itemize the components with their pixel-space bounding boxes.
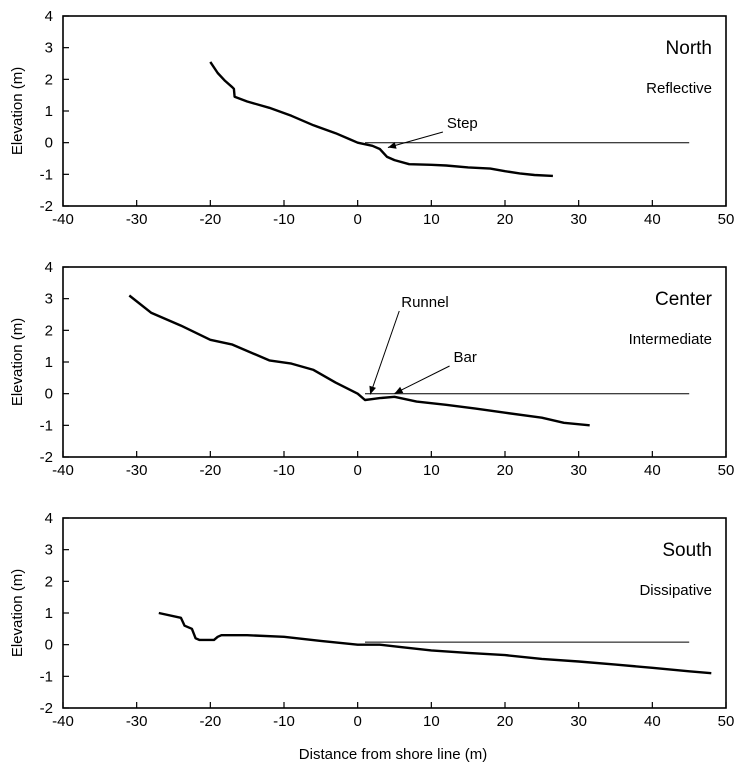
y-axis-title: Elevation (m) xyxy=(9,67,26,155)
y-tick-label: 4 xyxy=(45,510,53,527)
x-tick-label: 50 xyxy=(718,211,735,228)
annotation-arrow xyxy=(387,131,444,149)
y-tick-label: 2 xyxy=(45,71,53,88)
x-tick-label: -20 xyxy=(199,462,221,479)
y-tick-label: 0 xyxy=(45,386,53,403)
y-tick-label: 0 xyxy=(45,637,53,654)
x-tick-label: 10 xyxy=(423,713,440,730)
x-tick-label: -40 xyxy=(52,713,74,730)
x-tick-label: 30 xyxy=(570,211,587,228)
x-tick-label: 40 xyxy=(644,211,661,228)
y-tick-label: -2 xyxy=(40,700,53,717)
x-tick-label: -30 xyxy=(126,211,148,228)
plot-frame xyxy=(62,266,727,458)
y-tick-label: -1 xyxy=(40,417,53,434)
x-tick-label: 20 xyxy=(497,713,514,730)
x-tick-label: 10 xyxy=(423,211,440,228)
x-tick-label: -10 xyxy=(273,713,295,730)
panel-subtitle: Reflective xyxy=(646,80,712,97)
annotation-label: Runnel xyxy=(401,294,449,311)
north-panel: -40 -30 -20 -10 0 10 20 30 40 50-2-101234Elevatio… xyxy=(9,8,734,228)
y-tick-label: 3 xyxy=(45,542,53,559)
x-tick-label: 30 xyxy=(570,713,587,730)
x-tick-label: 20 xyxy=(497,211,514,228)
y-tick-label: 1 xyxy=(45,605,53,622)
y-axis-title: Elevation (m) xyxy=(9,569,26,657)
x-tick-label: -40 xyxy=(52,211,74,228)
annotation-arrowhead xyxy=(369,385,376,395)
x-tick-label: -40 xyxy=(52,462,74,479)
annotation-label: Step xyxy=(447,115,478,132)
x-tick-label: -30 xyxy=(126,462,148,479)
annotation-arrow xyxy=(369,310,400,395)
annotation-label: Bar xyxy=(454,349,477,366)
panel-title: South xyxy=(662,540,712,561)
y-tick-label: -2 xyxy=(40,449,53,466)
x-tick-label: -20 xyxy=(199,211,221,228)
annotation-arrowhead xyxy=(394,386,404,394)
panel-title: North xyxy=(666,38,712,59)
y-tick-label: -2 xyxy=(40,198,53,215)
center-panel: -40 -30 -20 -10 0 10 20 30 40 50-2-101234Elevatio… xyxy=(9,259,734,479)
annotation-arrow xyxy=(394,365,450,394)
x-tick-label: -10 xyxy=(273,211,295,228)
y-axis-title: Elevation (m) xyxy=(9,318,26,406)
x-tick-label: 40 xyxy=(644,713,661,730)
x-tick-label: 50 xyxy=(718,713,735,730)
y-tick-label: 3 xyxy=(45,40,53,57)
y-tick-label: 2 xyxy=(45,322,53,339)
south-panel: -40 -30 -20 -10 0 10 20 30 40 50-2-101234Elevatio… xyxy=(9,510,734,730)
y-tick-label: 4 xyxy=(45,259,53,276)
y-tick-label: -1 xyxy=(40,668,53,685)
x-tick-label: -20 xyxy=(199,713,221,730)
x-tick-label: -30 xyxy=(126,713,148,730)
x-tick-label: 50 xyxy=(718,462,735,479)
plot-frame xyxy=(62,15,727,207)
x-tick-label: 0 xyxy=(353,713,361,730)
y-tick-label: 2 xyxy=(45,573,53,590)
y-tick-label: 1 xyxy=(45,103,53,120)
beach-profile-line xyxy=(158,611,712,675)
x-tick-label: 0 xyxy=(353,211,361,228)
y-tick-label: 0 xyxy=(45,135,53,152)
y-tick-label: -1 xyxy=(40,166,53,183)
x-tick-label: 10 xyxy=(423,462,440,479)
panel-subtitle: Intermediate xyxy=(629,331,712,348)
x-tick-label: -10 xyxy=(273,462,295,479)
beach-profile-line xyxy=(128,294,590,427)
panel-title: Center xyxy=(655,289,713,310)
y-tick-label: 4 xyxy=(45,8,53,25)
y-tick-label: 3 xyxy=(45,291,53,308)
x-tick-label: 0 xyxy=(353,462,361,479)
x-axis-title: Distance from shore line (m) xyxy=(299,746,487,763)
x-tick-label: 40 xyxy=(644,462,661,479)
beach-profile-line xyxy=(209,61,553,178)
x-tick-label: 20 xyxy=(497,462,514,479)
y-tick-label: 1 xyxy=(45,354,53,371)
annotation-arrowhead xyxy=(387,142,397,149)
panel-subtitle: Dissipative xyxy=(639,582,712,599)
x-tick-label: 30 xyxy=(570,462,587,479)
